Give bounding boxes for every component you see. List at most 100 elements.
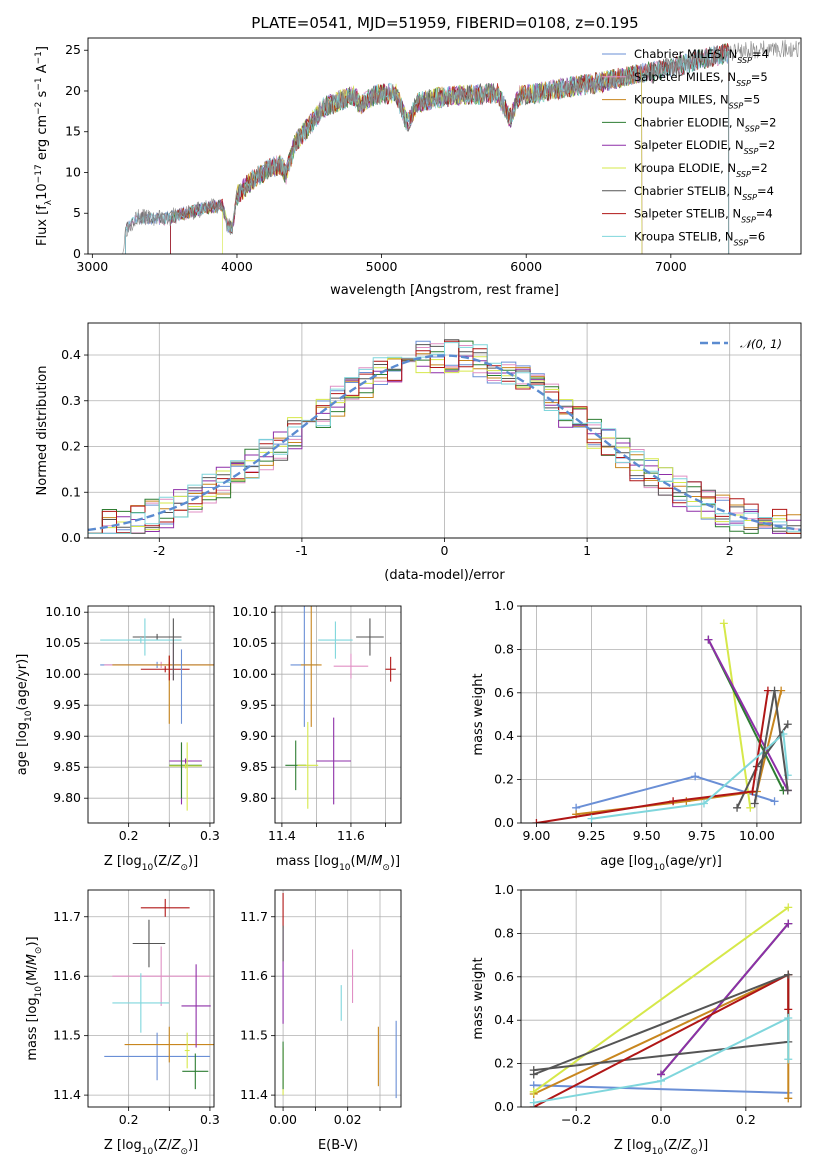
weight-marker — [746, 803, 755, 812]
legend-n: =4 — [757, 184, 774, 198]
x-axis-label: Z [log10(Z/Z⊙)] — [614, 1138, 708, 1157]
legend-n: =5 — [743, 93, 760, 107]
label-part: )] — [698, 1138, 708, 1153]
weight-series-line — [591, 731, 789, 820]
legend-name: Chabrier MILES, N — [634, 47, 737, 61]
label-part: mass [ — [276, 854, 319, 869]
label-part: )] — [188, 1138, 198, 1153]
label-part: (Z/ — [153, 1138, 172, 1153]
weight-series-line — [707, 639, 789, 791]
weight-marker — [587, 814, 596, 823]
histogram-step-line — [88, 342, 801, 534]
weight-marker — [704, 635, 713, 644]
y-label-part: Flux [f — [35, 205, 50, 246]
legend-label: Salpeter STELIB, NSSP=4 — [634, 207, 773, 225]
y-tick-label: 1.0 — [494, 598, 514, 613]
label-part: (Z/ — [663, 1138, 682, 1153]
legend-n: =4 — [752, 47, 769, 61]
legend-sub: SSP — [737, 56, 752, 65]
x-tick-label: 4000 — [221, 259, 253, 274]
legend-name: Salpeter MILES, N — [634, 70, 736, 84]
label-sub: ⊙ — [34, 947, 44, 955]
x-tick-label: 0.2 — [119, 828, 139, 843]
legend-n: =2 — [760, 115, 777, 129]
age-vs-metallicity-panel: 0.2 0.3 9.80 9.85 9.90 9.95 10.00 10.05 10.10 Z [… — [15, 604, 220, 873]
plot-area — [282, 892, 397, 1099]
axes-frame — [520, 889, 802, 1108]
label-part: log — [15, 722, 30, 742]
y-tick-label: 0.6 — [494, 969, 514, 984]
y-label-part: λ — [44, 199, 54, 205]
legend-sub: SSP — [729, 101, 744, 110]
label-part: Z [ — [104, 854, 122, 869]
label-sub: 10 — [339, 863, 351, 873]
weight-series-line — [722, 623, 752, 808]
x-tick-label: 0.02 — [334, 1112, 362, 1127]
y-tick-label: 10.05 — [232, 635, 268, 650]
residual-histogram-panel: -2 -1 0 1 2 0.0 0.1 0.2 0.3 0.4 𝒩(0, 1) (data-model… — [35, 322, 802, 583]
label-sub: ⊙ — [180, 863, 188, 873]
legend-n: =2 — [758, 138, 775, 152]
x-tick-label: 0 — [441, 543, 449, 558]
y-label-part: −2 — [34, 102, 44, 115]
x-tick-label: 11.6 — [337, 828, 365, 843]
label-sub: 10 — [24, 710, 34, 722]
y-label-part: A — [35, 64, 50, 77]
plot-area — [122, 39, 800, 254]
legend-n: =4 — [756, 207, 773, 221]
weight-marker — [784, 1005, 793, 1014]
x-tick-label: 0.0 — [651, 1112, 671, 1127]
y-axis-label: Normed distribution — [35, 366, 50, 496]
legend-label: Salpeter MILES, NSSP=5 — [634, 70, 768, 88]
y-tick-label: 0.2 — [494, 1056, 514, 1071]
label-sub: 10 — [652, 1147, 664, 1157]
legend-sub: SSP — [742, 192, 757, 201]
plot-area — [285, 606, 396, 809]
label-sub: ⊙ — [180, 1147, 188, 1157]
legend-label: Kroupa STELIB, NSSP=6 — [634, 229, 765, 247]
label-sub: ⊙ — [690, 1147, 698, 1157]
legend-sub: SSP — [736, 170, 751, 179]
plot-area — [88, 339, 801, 534]
label-part: M — [25, 954, 40, 965]
y-tick-label: 11.4 — [240, 1087, 268, 1102]
label-sub: 10 — [34, 986, 44, 998]
axes-frame — [87, 889, 215, 1108]
y-tick-label: 1.0 — [494, 882, 514, 897]
label-part: age [ — [600, 854, 633, 869]
x-tick-label: 1 — [583, 543, 591, 558]
label-part: (age/yr)] — [15, 654, 30, 711]
y-tick-label: 0.2 — [61, 439, 81, 454]
y-tick-label: 10.10 — [232, 604, 268, 619]
label-part: Z — [171, 854, 182, 869]
y-tick-label: 20 — [65, 83, 81, 98]
plot-area — [100, 618, 214, 811]
x-axis-label: wavelength [Angstrom, rest frame] — [330, 283, 559, 298]
y-tick-label: 0.1 — [61, 484, 81, 499]
y-tick-label: 11.7 — [240, 909, 268, 924]
y-tick-label: 0.0 — [61, 530, 81, 545]
weight-marker — [784, 1055, 793, 1064]
y-tick-label: 15 — [65, 124, 81, 139]
x-axis-label: mass [log10(M/M⊙)] — [276, 854, 400, 873]
y-tick-label: 11.6 — [240, 968, 268, 983]
legend-n: =6 — [748, 229, 765, 243]
axes-frame — [87, 37, 802, 255]
weight-marker — [529, 1098, 538, 1107]
label-part: (M/ — [351, 854, 372, 869]
weight-marker — [748, 787, 757, 796]
legend-sub: SSP — [741, 215, 756, 224]
weight-marker — [784, 1094, 793, 1103]
x-tick-label: 2 — [726, 543, 734, 558]
y-tick-label: 11.7 — [53, 909, 81, 924]
legend-n: =5 — [751, 70, 768, 84]
weight-series-line — [533, 1084, 789, 1094]
x-axis-label: Z [log10(Z/Z⊙)] — [104, 854, 198, 873]
y-tick-label: 0.8 — [494, 925, 514, 940]
observed-spectrum-line — [122, 39, 800, 254]
x-tick-label: 0.2 — [736, 1112, 756, 1127]
x-tick-label: 5000 — [366, 259, 398, 274]
weight-marker — [657, 1076, 665, 1085]
x-tick-label: 10.00 — [739, 828, 775, 843]
